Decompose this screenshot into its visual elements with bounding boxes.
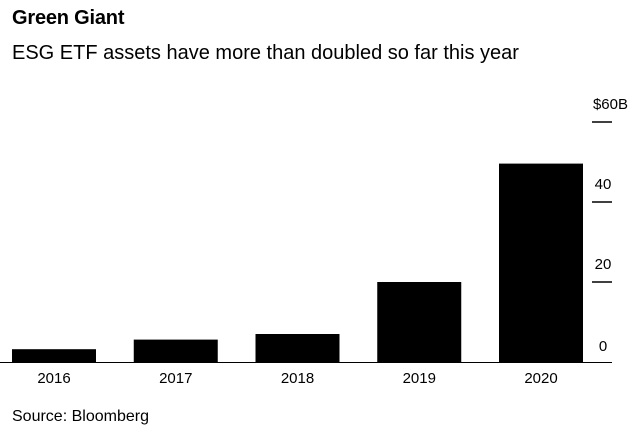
- bar-2016: [12, 349, 96, 362]
- x-tick-label-2020: 2020: [524, 370, 557, 387]
- bar-2019: [377, 282, 462, 362]
- chart-subtitle: ESG ETF assets have more than doubled so…: [12, 42, 519, 64]
- y-tick-label-60: $60B: [593, 96, 628, 113]
- bar-2017: [133, 339, 218, 362]
- x-tick-label-2017: 2017: [159, 370, 192, 387]
- x-tick-label-2018: 2018: [281, 370, 314, 387]
- chart-title: Green Giant: [12, 7, 125, 29]
- y-tick-label-20: 20: [595, 256, 612, 273]
- bars-group: [12, 163, 583, 362]
- x-tick-label-2016: 2016: [37, 370, 70, 387]
- bar-2018: [255, 334, 340, 362]
- y-tick-label-0: 0: [599, 338, 607, 355]
- y-axis: 0 20 40 $60B: [592, 96, 628, 355]
- x-tick-label-2019: 2019: [403, 370, 436, 387]
- x-tick-labels: 2016 2017 2018 2019 2020: [37, 370, 557, 387]
- bar-2020: [499, 163, 583, 362]
- source-note: Source: Bloomberg: [12, 408, 149, 425]
- y-tick-label-40: 40: [595, 176, 612, 193]
